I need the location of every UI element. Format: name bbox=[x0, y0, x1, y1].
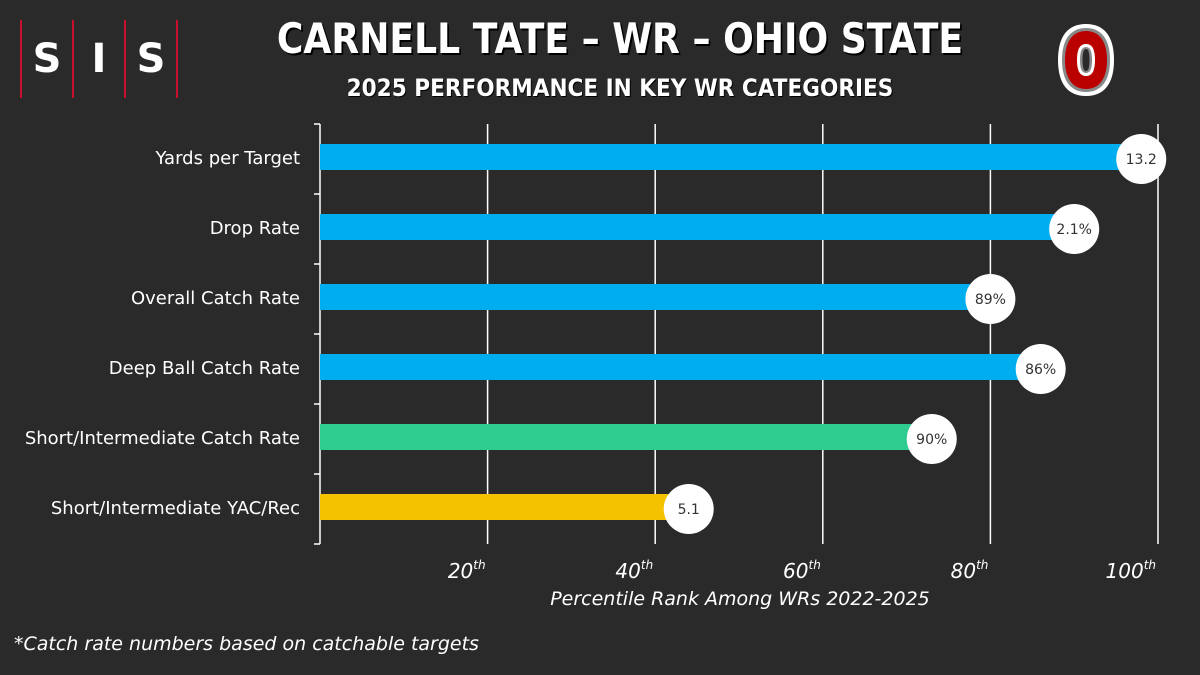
logo-divider bbox=[72, 20, 74, 98]
category-label: Overall Catch Rate bbox=[131, 288, 300, 309]
data-label-bubble bbox=[1116, 134, 1167, 184]
logo-letter: S bbox=[32, 36, 62, 82]
data-label: 86% bbox=[1025, 362, 1056, 378]
logo-letter: I bbox=[91, 36, 107, 82]
data-label: 2.1% bbox=[1056, 222, 1092, 238]
category-label: Deep Ball Catch Rate bbox=[109, 358, 300, 379]
logo-divider bbox=[124, 20, 126, 98]
bar bbox=[320, 494, 689, 520]
ohio-state-logo bbox=[1058, 24, 1114, 96]
x-tick-label: 40th bbox=[615, 558, 653, 583]
logo-divider bbox=[176, 20, 178, 98]
category-label: Yards per Target bbox=[155, 148, 300, 169]
data-label-bubble bbox=[1015, 344, 1066, 394]
logo-letter: S bbox=[136, 36, 166, 82]
chart-subtitle: 2025 PERFORMANCE IN KEY WR CATEGORIES bbox=[346, 74, 894, 102]
logo-divider bbox=[20, 20, 22, 98]
bar bbox=[320, 284, 991, 310]
bar bbox=[320, 214, 1075, 240]
chart-title: CARNELL TATE – WR – OHIO STATE bbox=[276, 14, 964, 63]
category-label: Short/Intermediate YAC/Rec bbox=[51, 498, 300, 519]
x-axis-label: Percentile Rank Among WRs 2022-2025 bbox=[550, 588, 930, 610]
bar bbox=[320, 424, 932, 450]
data-label: 13.2 bbox=[1126, 152, 1157, 168]
x-tick-label: 20th bbox=[448, 558, 486, 583]
data-label: 89% bbox=[975, 292, 1006, 308]
data-label: 90% bbox=[916, 432, 947, 448]
bar bbox=[320, 354, 1041, 380]
x-tick-label: 80th bbox=[951, 558, 989, 583]
sis-logo: S I S bbox=[20, 20, 178, 98]
data-label-bubble bbox=[663, 484, 714, 534]
category-label: Drop Rate bbox=[210, 218, 300, 239]
data-label-bubble bbox=[965, 274, 1016, 324]
data-label: 5.1 bbox=[678, 502, 700, 518]
data-label-bubble bbox=[906, 414, 957, 464]
x-tick-label: 100th bbox=[1106, 558, 1157, 583]
category-label: Short/Intermediate Catch Rate bbox=[25, 428, 300, 449]
bar bbox=[320, 144, 1142, 170]
x-tick-label: 60th bbox=[783, 558, 821, 583]
footnote: *Catch rate numbers based on catchable t… bbox=[14, 633, 479, 655]
data-label-bubble bbox=[1049, 204, 1100, 254]
